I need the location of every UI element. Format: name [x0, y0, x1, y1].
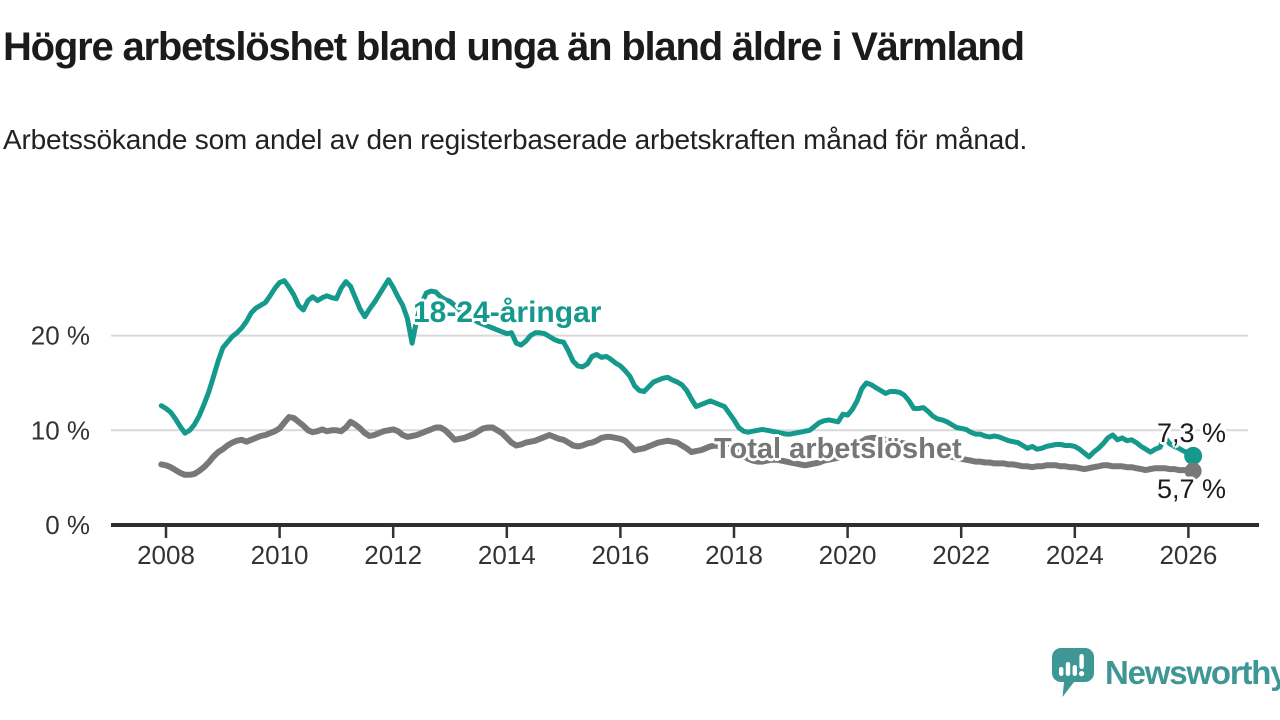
y-tick-label-10: 10 %	[31, 415, 90, 445]
x-tick-label-2014: 2014	[478, 540, 536, 570]
y-tick-label-20: 20 %	[31, 321, 90, 351]
youth-series-label: 18-24-åringar	[413, 296, 602, 329]
youth-end-value-label: 7,3 %	[1156, 418, 1226, 448]
series-end-dot-youth	[1184, 446, 1203, 465]
y-tick-label-0: 0 %	[45, 510, 90, 540]
x-tick-label-2018: 2018	[705, 540, 763, 570]
newsworthy-wordmark: Newsworthy	[1105, 654, 1280, 691]
x-tick-label-2012: 2012	[364, 540, 422, 570]
series-end-dot-total	[1184, 462, 1202, 480]
series-line-total	[158, 414, 1197, 478]
newsworthy-logo-icon	[1052, 648, 1094, 697]
x-tick-label-2010: 2010	[251, 540, 309, 570]
chart-title: Högre arbetslöshet bland unga än bland ä…	[3, 25, 1025, 69]
x-tick-label-2024: 2024	[1046, 540, 1104, 570]
chart-subtitle: Arbetssökande som andel av den registerb…	[3, 124, 1028, 155]
x-tick-label-2020: 2020	[819, 540, 877, 570]
series-line-youth	[158, 277, 1196, 460]
newsworthy-logo: Newsworthy	[1052, 648, 1280, 698]
x-tick-label-2016: 2016	[591, 540, 649, 570]
x-tick-label-2026: 2026	[1159, 540, 1217, 570]
x-tick-label-2008: 2008	[137, 540, 195, 570]
x-tick-label-2022: 2022	[932, 540, 990, 570]
total-end-value-label: 5,7 %	[1156, 474, 1226, 504]
total-series-label: Total arbetslöshet	[714, 433, 962, 465]
